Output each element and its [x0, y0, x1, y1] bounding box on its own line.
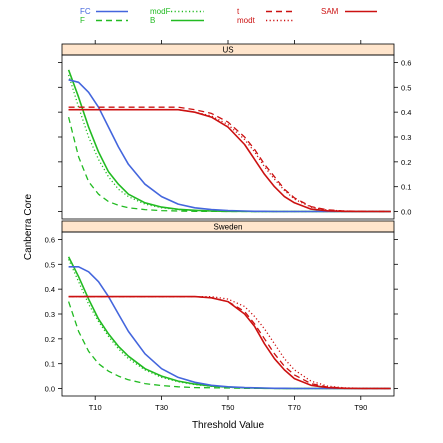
- series-line-modt: [68, 295, 391, 390]
- y-tick-label: 0.6: [45, 235, 55, 244]
- panel-sweden: Sweden: [61, 220, 395, 397]
- legend-item-b: B: [150, 16, 204, 25]
- x-tick-label: T70: [288, 403, 301, 412]
- legend-label: F: [80, 16, 85, 25]
- y-tick-label: 0.4: [45, 285, 55, 294]
- series-line-b: [67, 69, 391, 213]
- panel-strip-label: US: [222, 46, 233, 55]
- legend-label: B: [150, 16, 155, 25]
- y-tick-label: 0.5: [401, 83, 411, 92]
- legend-label: modF: [150, 7, 171, 16]
- series-line-modt: [68, 109, 391, 213]
- legend-item-modf: modF: [150, 7, 204, 16]
- x-tick-label: T10: [89, 403, 102, 412]
- x-tick-label: T50: [222, 403, 235, 412]
- y-tick-label: 0.1: [401, 183, 411, 192]
- x-tick-label: T30: [155, 403, 168, 412]
- series-line-fc: [68, 79, 391, 213]
- panel-us: US: [61, 43, 395, 220]
- legend-label: FC: [80, 7, 91, 16]
- panel-frame: [61, 54, 395, 220]
- legend-label: t: [237, 7, 240, 16]
- y-tick-label: 0.0: [45, 385, 55, 394]
- legend-item-f: F: [80, 16, 128, 25]
- y-tick-label: 0.2: [45, 335, 55, 344]
- y-tick-label: 0.2: [401, 158, 411, 167]
- series-line-sam: [68, 295, 391, 390]
- legend-item-modt: modt: [237, 16, 293, 25]
- series-line-f: [67, 116, 391, 213]
- y-tick-label: 0.3: [401, 133, 411, 142]
- panel-frame: [61, 231, 395, 397]
- y-tick-label: 0.6: [401, 58, 411, 67]
- legend-item-sam: SAM: [321, 7, 377, 16]
- series-line-sam: [68, 108, 391, 213]
- chart-panels: US Sweden: [61, 43, 395, 397]
- series-line-t: [68, 106, 391, 213]
- x-axis-label: Threshold Value: [192, 420, 265, 431]
- y-tick-label: 0.5: [45, 260, 55, 269]
- legend-label: modt: [237, 16, 256, 25]
- series-line-f: [67, 301, 391, 390]
- y-axis-label: Canberra Core: [23, 193, 34, 260]
- y-tick-label: 0.4: [401, 108, 411, 117]
- panel-strip-label: Sweden: [214, 223, 243, 232]
- series-line-fc: [68, 265, 391, 390]
- series-line-b: [67, 256, 391, 390]
- y-tick-label: 0.3: [45, 310, 55, 319]
- y-tick-label: 0.0: [401, 208, 411, 217]
- series-line-modf: [68, 259, 391, 390]
- y-tick-label: 0.1: [45, 360, 55, 369]
- chart-axes: 0.0 0.1 0.2 0.3 0.4 0.5 0.6 0.0 0.1 0.2 0.3 0.4 0.5 0…: [45, 40, 411, 412]
- x-tick-label: T90: [354, 403, 367, 412]
- legend-item-fc: FC: [80, 7, 128, 16]
- legend-item-t: t: [237, 7, 293, 16]
- legend-label: SAM: [321, 7, 339, 16]
